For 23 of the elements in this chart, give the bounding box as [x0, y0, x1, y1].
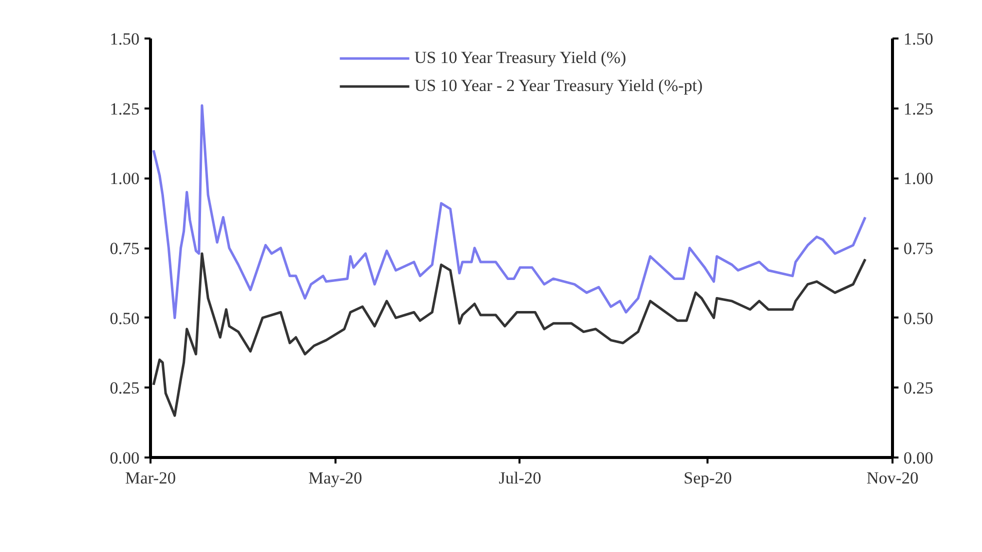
- y-tick-label: 0.75: [110, 239, 140, 258]
- y-tick-label: 1.00: [110, 169, 140, 188]
- y-tick-label: 0.00: [110, 448, 140, 468]
- y2-tick-label: 1.25: [904, 99, 934, 118]
- x-tick-label: Sep-20: [684, 468, 732, 488]
- y2-tick-label: 0.50: [904, 308, 934, 328]
- legend-label: US 10 Year Treasury Yield (%): [414, 48, 626, 68]
- x-tick-label: Jul-20: [498, 468, 542, 488]
- y2-tick-label: 1.50: [904, 30, 934, 48]
- y2-tick-label: 0.25: [904, 378, 934, 398]
- line-series: [152, 252, 866, 417]
- y2-tick-label: 1.00: [904, 169, 934, 188]
- y2-tick-label: 0.75: [904, 239, 934, 258]
- legend-label: US 10 Year - 2 Year Treasury Yield (%-pt): [414, 76, 703, 96]
- x-tick-label: Mar-20: [125, 468, 176, 488]
- y-tick-label: 0.50: [110, 308, 140, 328]
- line-series: [152, 104, 866, 320]
- x-tick-label: May-20: [308, 468, 362, 488]
- y-tick-label: 0.25: [110, 378, 140, 398]
- y-tick-label: 1.50: [110, 30, 140, 48]
- x-tick-label: Nov-20: [866, 468, 918, 488]
- y-tick-label: 1.25: [110, 99, 140, 118]
- y2-tick-label: 0.00: [904, 448, 934, 468]
